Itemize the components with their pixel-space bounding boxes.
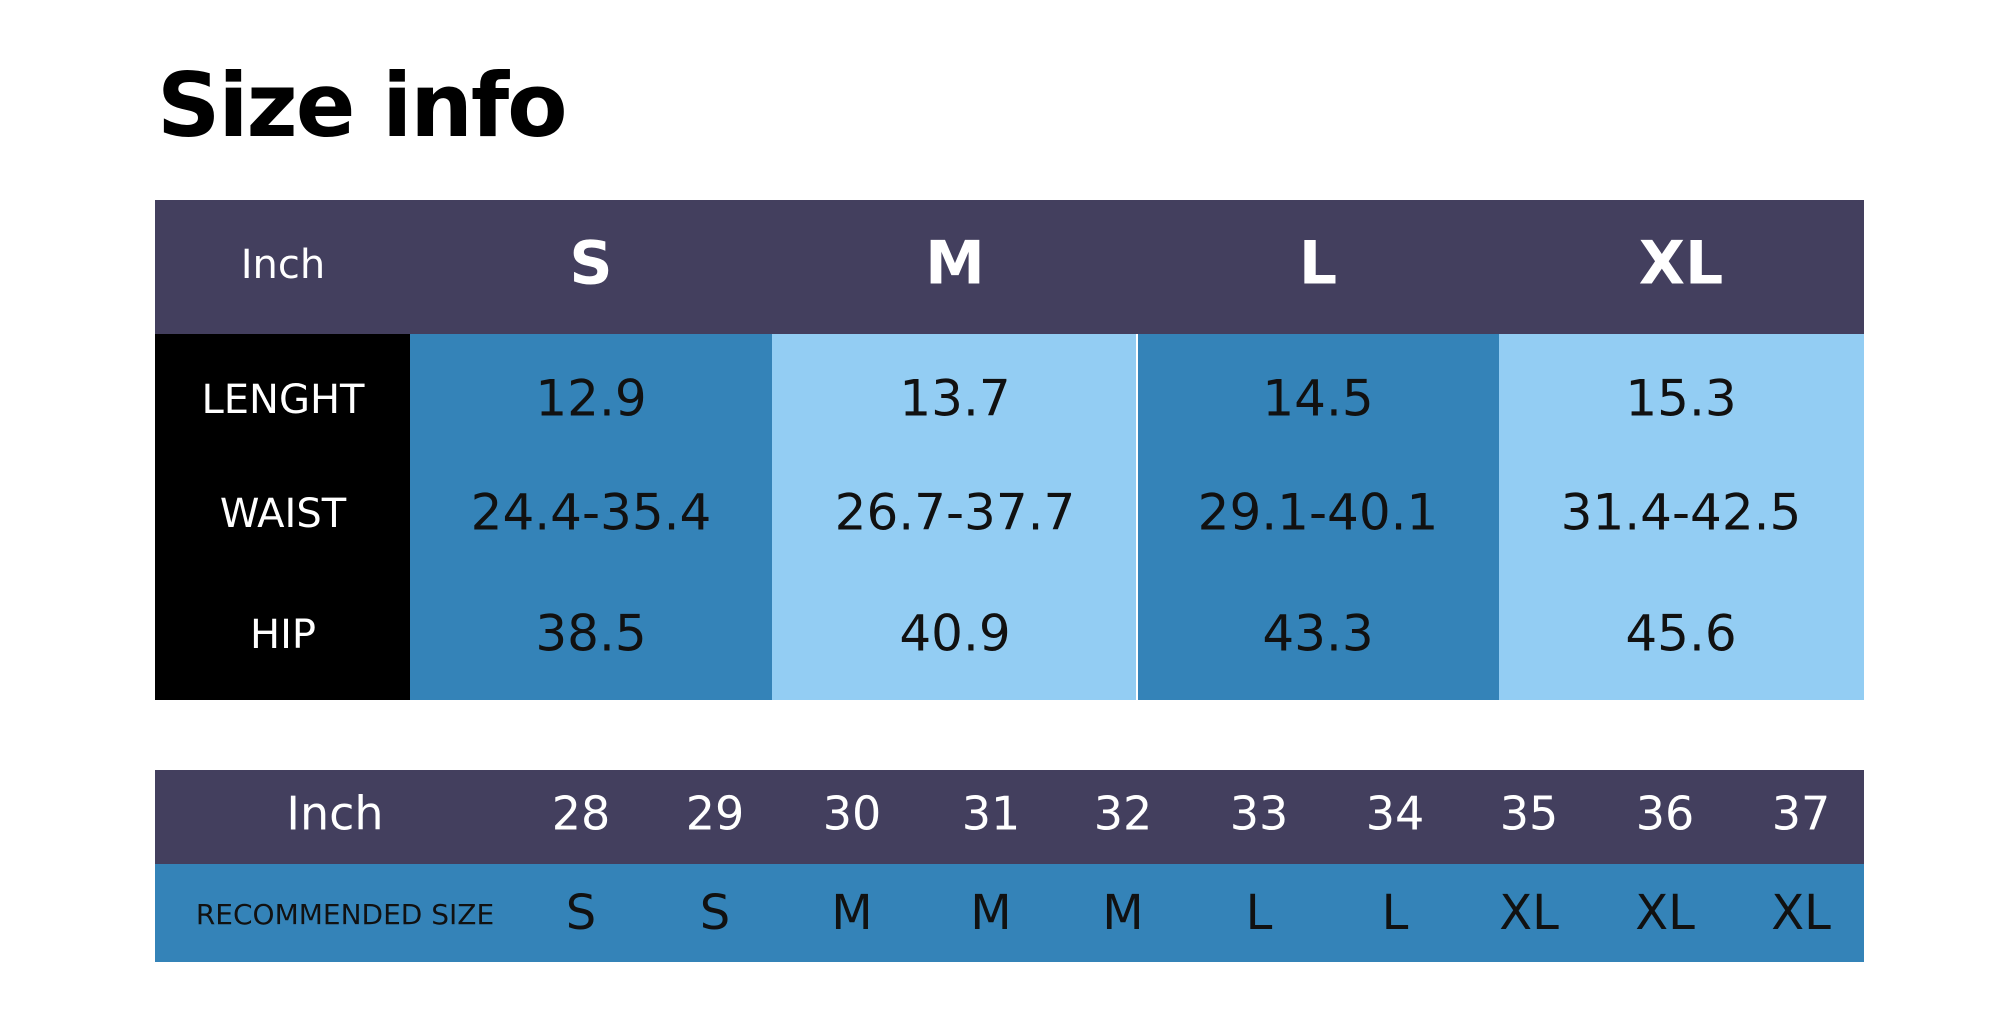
measurement: 45.6 xyxy=(1625,605,1736,663)
measurement: 24.4-35.4 xyxy=(471,484,712,542)
waist-inch: 33 xyxy=(1230,787,1289,841)
recommended-size: XL xyxy=(1499,885,1559,941)
waist-inch: 29 xyxy=(686,787,745,841)
column-band xyxy=(772,334,1137,700)
measurement: 15.3 xyxy=(1625,370,1736,428)
measurement: 38.5 xyxy=(535,605,646,663)
waist-inch: 35 xyxy=(1500,787,1559,841)
size-header: L xyxy=(1299,229,1337,299)
recommended-size: L xyxy=(1246,885,1273,941)
measurement: 31.4-42.5 xyxy=(1561,484,1802,542)
header-label: Inch xyxy=(286,787,383,841)
recommended-size: S xyxy=(566,885,596,941)
row-label: WAIST xyxy=(220,491,347,537)
column-band xyxy=(1137,334,1499,700)
column-band xyxy=(1499,334,1864,700)
column-band xyxy=(410,334,772,700)
row-band xyxy=(155,864,1864,962)
recommended-size: M xyxy=(970,885,1011,941)
header-label: Inch xyxy=(241,242,326,288)
recommended-size: S xyxy=(700,885,730,941)
row-label: HIP xyxy=(250,612,316,658)
waist-inch: 30 xyxy=(823,787,882,841)
page-title: Size info xyxy=(157,54,566,157)
measurement: 14.5 xyxy=(1262,370,1373,428)
measurement: 26.7-37.7 xyxy=(835,484,1076,542)
waist-inch: 37 xyxy=(1772,787,1831,841)
size-header: XL xyxy=(1639,229,1724,299)
measurement: 29.1-40.1 xyxy=(1198,484,1439,542)
measurement: 43.3 xyxy=(1262,605,1373,663)
size-header: S xyxy=(569,229,612,299)
row-label: RECOMMENDED SIZE xyxy=(196,898,494,931)
measurement: 12.9 xyxy=(535,370,646,428)
recommended-size: XL xyxy=(1771,885,1831,941)
measurement: 13.7 xyxy=(899,370,1010,428)
recommended-size: L xyxy=(1382,885,1409,941)
label-column xyxy=(155,334,410,700)
recommended-size: M xyxy=(1102,885,1143,941)
waist-inch: 36 xyxy=(1636,787,1695,841)
row-label: LENGHT xyxy=(202,377,366,423)
waist-inch: 31 xyxy=(962,787,1021,841)
header-band xyxy=(155,770,1864,864)
measurement: 40.9 xyxy=(899,605,1010,663)
recommended-size: XL xyxy=(1635,885,1695,941)
waist-inch: 34 xyxy=(1366,787,1425,841)
waist-inch: 28 xyxy=(552,787,611,841)
recommended-size: M xyxy=(831,885,872,941)
header-band xyxy=(155,200,1864,334)
size-header: M xyxy=(925,229,985,299)
waist-inch: 32 xyxy=(1094,787,1153,841)
